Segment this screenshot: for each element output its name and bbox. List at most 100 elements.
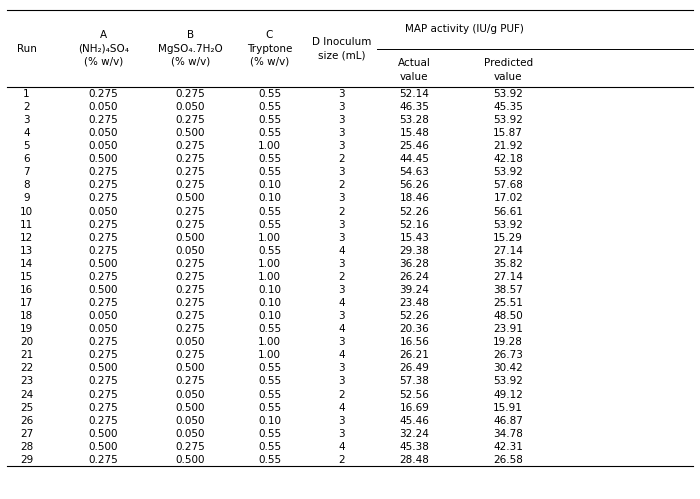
Text: 0.500: 0.500: [89, 259, 118, 269]
Text: 0.55: 0.55: [258, 220, 281, 230]
Text: 28: 28: [20, 442, 33, 452]
Text: 0.275: 0.275: [176, 259, 205, 269]
Text: 0.55: 0.55: [258, 442, 281, 452]
Text: 25: 25: [20, 403, 33, 413]
Text: 27.14: 27.14: [494, 272, 523, 282]
Text: D Inoculum
size (mL): D Inoculum size (mL): [312, 37, 371, 60]
Text: 26.73: 26.73: [494, 350, 523, 360]
Text: 48.50: 48.50: [494, 311, 523, 321]
Text: 0.275: 0.275: [176, 180, 205, 191]
Text: 0.55: 0.55: [258, 102, 281, 112]
Text: 3: 3: [338, 363, 345, 373]
Text: 30.42: 30.42: [494, 363, 523, 373]
Text: 26.24: 26.24: [400, 272, 429, 282]
Text: 44.45: 44.45: [400, 154, 429, 164]
Text: 4: 4: [338, 246, 345, 256]
Text: 0.050: 0.050: [89, 128, 118, 138]
Text: 0.275: 0.275: [89, 455, 118, 465]
Text: 0.275: 0.275: [176, 350, 205, 360]
Text: 26.58: 26.58: [494, 455, 523, 465]
Text: 0.500: 0.500: [89, 363, 118, 373]
Text: 27: 27: [20, 429, 33, 439]
Text: 0.500: 0.500: [89, 429, 118, 439]
Text: 3: 3: [338, 376, 345, 387]
Text: 45.38: 45.38: [400, 442, 429, 452]
Text: 20: 20: [20, 337, 33, 347]
Text: 0.275: 0.275: [89, 194, 118, 204]
Text: 19.28: 19.28: [494, 337, 523, 347]
Text: 38.57: 38.57: [494, 285, 523, 295]
Text: 0.050: 0.050: [176, 337, 205, 347]
Text: 0.275: 0.275: [176, 311, 205, 321]
Text: 5: 5: [23, 141, 30, 151]
Text: 0.050: 0.050: [89, 311, 118, 321]
Text: 52.14: 52.14: [400, 89, 429, 99]
Text: 0.10: 0.10: [258, 298, 281, 308]
Text: 3: 3: [338, 89, 345, 99]
Text: 0.050: 0.050: [176, 102, 205, 112]
Text: 0.55: 0.55: [258, 167, 281, 177]
Text: 1.00: 1.00: [258, 350, 281, 360]
Text: 17.02: 17.02: [494, 194, 523, 204]
Text: 18: 18: [20, 311, 33, 321]
Text: 1.00: 1.00: [258, 141, 281, 151]
Text: 0.10: 0.10: [258, 194, 281, 204]
Text: 0.500: 0.500: [176, 128, 205, 138]
Text: 0.275: 0.275: [89, 220, 118, 230]
Text: 0.275: 0.275: [89, 246, 118, 256]
Text: 17: 17: [20, 298, 33, 308]
Text: B
MgSO₄.7H₂O
(% w/v): B MgSO₄.7H₂O (% w/v): [158, 30, 223, 67]
Text: 0.500: 0.500: [89, 285, 118, 295]
Text: 0.55: 0.55: [258, 89, 281, 99]
Text: 0.500: 0.500: [176, 363, 205, 373]
Text: 0.55: 0.55: [258, 390, 281, 400]
Text: 2: 2: [338, 390, 345, 400]
Text: 11: 11: [20, 220, 33, 230]
Text: 23.48: 23.48: [400, 298, 429, 308]
Text: 0.275: 0.275: [89, 167, 118, 177]
Text: 53.92: 53.92: [494, 376, 523, 387]
Text: 35.82: 35.82: [494, 259, 523, 269]
Text: 3: 3: [338, 220, 345, 230]
Text: 0.050: 0.050: [176, 429, 205, 439]
Text: 53.92: 53.92: [494, 115, 523, 125]
Text: 4: 4: [338, 324, 345, 334]
Text: 2: 2: [338, 272, 345, 282]
Text: 3: 3: [23, 115, 30, 125]
Text: 4: 4: [338, 350, 345, 360]
Text: 3: 3: [338, 102, 345, 112]
Text: 4: 4: [338, 298, 345, 308]
Text: 3: 3: [338, 285, 345, 295]
Text: 46.87: 46.87: [494, 416, 523, 426]
Text: A
(NH₂)₄SO₄
(% w/v): A (NH₂)₄SO₄ (% w/v): [78, 30, 129, 67]
Text: 56.61: 56.61: [494, 207, 523, 217]
Text: 0.10: 0.10: [258, 180, 281, 191]
Text: 0.275: 0.275: [89, 233, 118, 243]
Text: 57.68: 57.68: [494, 180, 523, 191]
Text: 52.26: 52.26: [400, 207, 429, 217]
Text: 0.275: 0.275: [176, 376, 205, 387]
Text: 18.46: 18.46: [400, 194, 429, 204]
Text: 0.275: 0.275: [89, 337, 118, 347]
Text: 3: 3: [338, 311, 345, 321]
Text: 23: 23: [20, 376, 33, 387]
Text: 6: 6: [23, 154, 30, 164]
Text: 46.35: 46.35: [400, 102, 429, 112]
Text: 4: 4: [23, 128, 30, 138]
Text: 15.91: 15.91: [494, 403, 523, 413]
Text: 0.10: 0.10: [258, 311, 281, 321]
Text: 15.43: 15.43: [400, 233, 429, 243]
Text: 1.00: 1.00: [258, 233, 281, 243]
Text: 0.500: 0.500: [176, 403, 205, 413]
Text: 0.275: 0.275: [176, 285, 205, 295]
Text: 0.10: 0.10: [258, 416, 281, 426]
Text: 42.31: 42.31: [494, 442, 523, 452]
Text: 0.050: 0.050: [176, 416, 205, 426]
Text: 24: 24: [20, 390, 33, 400]
Text: 16.56: 16.56: [400, 337, 429, 347]
Text: 14: 14: [20, 259, 33, 269]
Text: 0.55: 0.55: [258, 128, 281, 138]
Text: 0.55: 0.55: [258, 324, 281, 334]
Text: 0.275: 0.275: [176, 89, 205, 99]
Text: 0.500: 0.500: [176, 455, 205, 465]
